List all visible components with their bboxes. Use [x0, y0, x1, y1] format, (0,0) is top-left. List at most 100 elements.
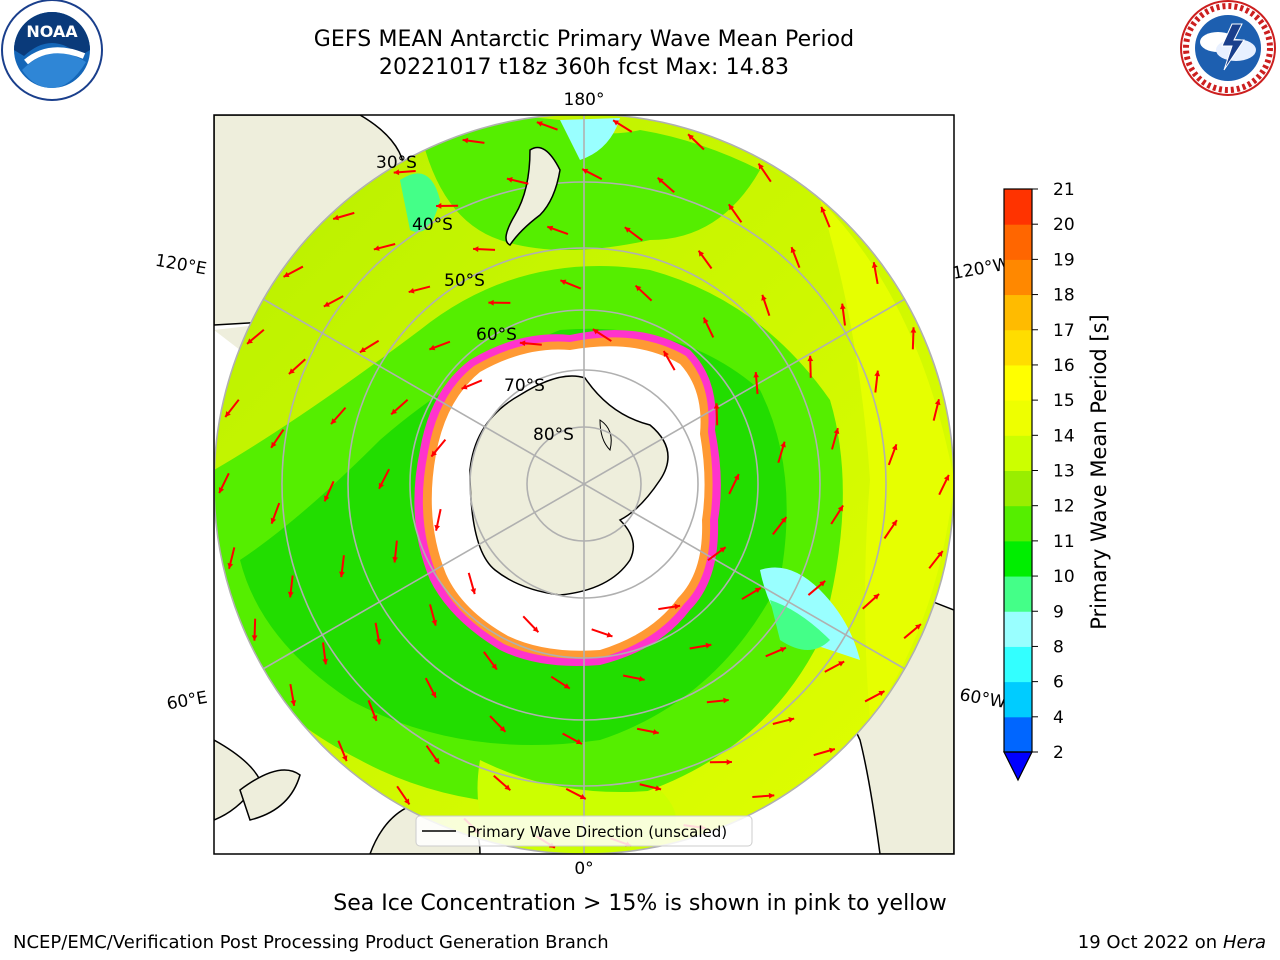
wave-direction-arrow [790, 246, 801, 268]
wave-direction-arrow [777, 441, 786, 464]
wave-direction-arrow [813, 747, 836, 757]
wave-direction-arrow [434, 508, 442, 531]
colorbar-segment [1004, 435, 1032, 471]
wave-direction-arrow [624, 226, 643, 242]
wave-direction-arrow [246, 328, 265, 345]
wave-direction-arrow [689, 642, 712, 650]
wave-direction-arrow [713, 403, 720, 426]
colorbar-segment [1004, 646, 1032, 683]
wave-direction-arrow [488, 299, 511, 306]
colorbar-segments [1004, 189, 1032, 753]
new-zealand-landmass [505, 146, 561, 246]
colorbar-tick-label: 18 [1053, 286, 1075, 306]
wave-direction-arrow [883, 519, 898, 539]
wave-direction-arrows [218, 119, 950, 849]
lat-label-40s: 40°S [412, 215, 453, 235]
wave-direction-arrow [830, 504, 844, 525]
lon-label-60w: 60°W [958, 685, 1008, 713]
colorbar-segment [1004, 716, 1032, 753]
lat-label-50s: 50°S [444, 271, 485, 291]
wave-direction-arrow [332, 211, 355, 221]
wave-direction-arrow [807, 580, 826, 596]
wave-direction-arrow [429, 604, 438, 626]
wave-direction-arrow [283, 265, 304, 278]
colorbar-segment [1004, 364, 1032, 401]
wave-direction-arrow [367, 700, 378, 722]
wave-direction-arrow [339, 555, 345, 578]
wave-direction-arrow [639, 783, 662, 791]
wave-direction-arrow [559, 279, 582, 290]
wave-direction-arrow [392, 540, 399, 563]
wave-direction-arrow [831, 427, 840, 450]
wave-direction-arrow [425, 745, 441, 765]
wave-direction-arrow [887, 443, 898, 466]
wave-direction-arrow [820, 206, 831, 228]
map-title: GEFS MEAN Antarctic Primary Wave Mean Pe… [313, 27, 855, 52]
pacific-corner [820, 115, 954, 230]
colorbar-tick-label: 13 [1053, 462, 1075, 482]
wave-direction-arrow [430, 438, 447, 458]
wave-direction-arrow [702, 317, 715, 338]
lon-label-0: 0° [574, 859, 593, 879]
colorbar-tick-label: 12 [1053, 497, 1075, 517]
wave-direction-arrow [903, 623, 922, 640]
wave-direction-arrow [337, 740, 348, 762]
wave-direction-arrow [772, 717, 795, 725]
wave-direction-arrow [581, 168, 603, 181]
colorbar-tick-label: 4 [1053, 708, 1064, 728]
wave-direction-arrow [467, 572, 477, 595]
colorbar-segment [1004, 224, 1032, 260]
wave-direction-arrow [840, 303, 846, 326]
wave-direction-arrow [287, 575, 294, 598]
map-frame [213, 114, 955, 855]
wave-direction-arrow [436, 203, 459, 209]
lat-label-60s: 60°S [476, 325, 517, 345]
wave-direction-arrow [772, 516, 788, 535]
wave-direction-arrow [565, 787, 587, 800]
wave-direction-arrow [424, 677, 437, 699]
colorbar-segment [1004, 259, 1032, 296]
wave-direction-arrow [687, 133, 705, 151]
wave-direction-arrow [270, 502, 281, 525]
lon-label-120w: 120°W [951, 254, 1012, 284]
wave-direction-arrow [636, 727, 659, 735]
wave-direction-arrow [634, 284, 653, 302]
wave-direction-arrow [546, 225, 569, 236]
wave-direction-arrow [519, 340, 542, 347]
wave-direction-arrow [612, 119, 633, 133]
colorbar-segment [1004, 576, 1032, 612]
wave-direction-arrow [658, 603, 681, 611]
colorbar-tick-label: 14 [1053, 426, 1075, 446]
wave-direction-arrow [393, 169, 416, 176]
wave-direction-arrow [656, 177, 675, 194]
wave-direction-arrow [522, 615, 540, 633]
wave-direction-arrow [753, 371, 760, 395]
wave-direction-arrow [536, 121, 558, 131]
antarctica-landmass [469, 375, 669, 596]
wave-direction-arrow [270, 429, 285, 449]
noaa-logo-text: NOAA [26, 22, 78, 41]
map-area: 30°S 40°S 50°S 60°S 70°S 80°S Primary Wa… [214, 115, 954, 854]
lon-label-180: 180° [564, 90, 605, 110]
wave-direction-arrow [330, 406, 347, 425]
wave-direction-arrow [709, 759, 732, 765]
wave-direction-arrow [396, 785, 411, 806]
wave-direction-arrow [373, 243, 396, 251]
wave-direction-arrow [592, 328, 612, 342]
wave-direction-arrow [622, 674, 645, 682]
colorbar-tick-label: 20 [1053, 215, 1075, 235]
nws-logo [1180, 0, 1276, 96]
lat-label-80s: 80°S [533, 425, 574, 445]
colorbar-segment [1004, 611, 1032, 647]
wave-direction-arrow [662, 350, 676, 371]
wave-direction-arrow [378, 468, 390, 490]
wave-direction-arrow [864, 690, 885, 703]
colorbar-label: Primary Wave Mean Period [s] [1087, 314, 1111, 630]
colorbar-tick-label: 8 [1053, 637, 1064, 657]
colorbar-segment [1004, 540, 1032, 577]
wave-direction-arrow [741, 587, 762, 601]
colorbar-tick-label: 10 [1053, 567, 1075, 587]
colorbar-tick-label: 19 [1053, 250, 1075, 270]
colorbar-ticks: 2 4 6 8 9 10 11 12 13 14 15 16 17 18 19 20 21 [1032, 180, 1075, 763]
